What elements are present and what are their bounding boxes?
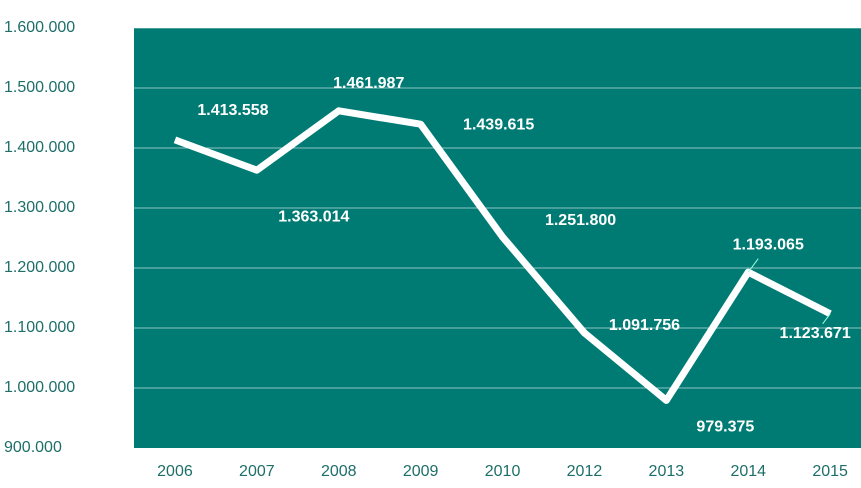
plot-area: [134, 28, 861, 448]
x-tick-label: 2012: [567, 463, 603, 480]
line: [173, 107, 832, 404]
leader-line: [747, 258, 759, 273]
data-label: 1.251.800: [545, 212, 616, 229]
x-tick-label: 2013: [649, 463, 685, 480]
leader-line: [822, 313, 831, 325]
x-tick-label: 2014: [730, 463, 766, 480]
data-label: 1.091.756: [609, 317, 680, 334]
y-tick-label: 1.400.000: [4, 139, 75, 156]
data-label: 1.363.014: [278, 208, 349, 225]
x-tick-label: 2007: [239, 463, 275, 480]
data-label: 1.439.615: [463, 116, 534, 133]
data-label: 1.123.671: [780, 325, 851, 342]
x-tick-label: 2015: [812, 463, 848, 480]
y-tick-label: 1.300.000: [4, 199, 75, 216]
y-tick-label: 900.000: [4, 439, 62, 456]
x-tick-label: 2009: [403, 463, 439, 480]
x-tick-label: 2008: [321, 463, 357, 480]
y-tick-label: 1.000.000: [4, 379, 75, 396]
x-tick-label: 2010: [485, 463, 521, 480]
y-tick-label: 1.500.000: [4, 79, 75, 96]
data-label: 1.413.558: [197, 102, 268, 119]
x-tick-label: 2006: [157, 463, 193, 480]
data-label: 979.375: [696, 419, 754, 436]
y-tick-label: 1.600.000: [4, 19, 75, 36]
data-label: 1.193.065: [733, 236, 804, 253]
data-label: 1.461.987: [333, 75, 404, 92]
y-tick-label: 1.200.000: [4, 259, 75, 276]
y-tick-label: 1.100.000: [4, 319, 75, 336]
